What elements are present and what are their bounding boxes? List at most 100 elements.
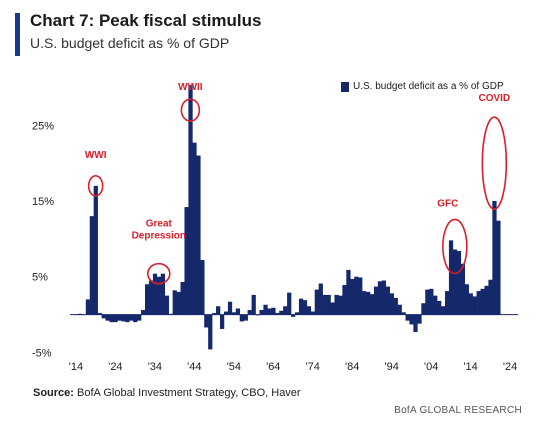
bar-1939: [172, 290, 177, 315]
y-tick-label: -5%: [32, 347, 52, 359]
bar-2002: [421, 303, 426, 315]
x-axis-ticks: '14 '24 '34 '44 '54 '64 '74 '84 '94 '04 '14 '24: [69, 361, 518, 373]
bar-1985: [354, 276, 359, 315]
bar-2010: [452, 249, 458, 315]
bar-2007: [441, 306, 446, 315]
bar-1937: [164, 295, 169, 315]
bar-1987: [362, 291, 367, 315]
bar-1962: [263, 304, 268, 315]
bar-1949: [212, 313, 217, 315]
footer-brand: BofA GLOBAL RESEARCH: [394, 405, 522, 416]
bar-1948: [208, 314, 213, 350]
bar-1931: [141, 310, 146, 315]
x-tick-label: '84: [345, 361, 359, 373]
title-accent-bar: [15, 13, 20, 56]
bar-1995: [393, 297, 398, 315]
x-tick-label: '94: [385, 361, 399, 373]
bar-1936: [160, 273, 166, 315]
annotation-label: COVID: [478, 93, 510, 104]
bar-1956: [239, 314, 244, 322]
bar-2015: [472, 296, 477, 315]
bar-1926: [121, 314, 126, 322]
annotations-group: WWI Great Depression WWII GFC COVID: [85, 82, 510, 285]
bar-1971: [298, 298, 304, 315]
bar-1922: [105, 314, 110, 321]
bar-2006: [437, 300, 442, 315]
bar-1917: [85, 299, 91, 315]
bar-2001: [417, 314, 422, 324]
bar-1970: [294, 312, 300, 315]
bar-1974: [310, 311, 316, 315]
bar-1951: [219, 314, 225, 329]
bar-1978: [326, 294, 331, 315]
bars-group: [73, 85, 501, 350]
bar-1921: [101, 314, 106, 319]
bar-1944: [192, 142, 197, 315]
bar-2014: [468, 293, 473, 315]
bar-1925: [117, 314, 122, 321]
bar-1977: [322, 294, 327, 315]
bar-1961: [259, 310, 264, 315]
annotation-circle: [87, 175, 104, 197]
bar-1963: [267, 308, 272, 315]
bar-1976: [318, 283, 323, 315]
bar-1988: [366, 291, 371, 315]
source-text: BofA Global Investment Strategy, CBO, Ha…: [77, 387, 301, 399]
x-tick-label: '14: [69, 361, 83, 373]
bar-1935: [156, 276, 162, 315]
bar-1918: [89, 216, 94, 315]
bar-1991: [377, 281, 383, 315]
annotation-circle: [481, 116, 508, 210]
bar-1979: [330, 302, 335, 315]
annotation-circle: [442, 218, 468, 275]
bar-1973: [306, 306, 312, 315]
bar-1952: [223, 311, 229, 315]
bar-1934: [152, 273, 158, 315]
chart-legend: U.S. budget deficit as a % of GDP: [341, 81, 504, 92]
bar-1967: [283, 306, 288, 315]
bar-2012: [460, 263, 466, 315]
bar-1943: [188, 85, 193, 315]
x-tick-label: '54: [227, 361, 241, 373]
bar-1992: [381, 280, 387, 315]
bar-1930: [137, 314, 142, 321]
bar-1941: [180, 282, 185, 315]
bar-2003: [425, 289, 430, 315]
bar-1958: [247, 310, 252, 315]
bar-1997: [401, 312, 406, 315]
bar-1950: [216, 306, 221, 315]
bar-1929: [133, 314, 138, 323]
bar-1965: [275, 313, 280, 315]
x-tick-label: '34: [148, 361, 162, 373]
bar-1993: [385, 286, 391, 315]
bar-1986: [358, 277, 363, 315]
bar-1945: [196, 155, 201, 315]
bar-2020: [492, 201, 497, 315]
bar-2021: [496, 220, 501, 315]
bar-1920: [97, 313, 102, 315]
legend-label: U.S. budget deficit as a % of GDP: [353, 81, 504, 92]
x-tick-label: '24: [108, 361, 122, 373]
y-tick-label: 15%: [32, 196, 54, 208]
x-tick-label: '14: [463, 361, 477, 373]
bar-1996: [397, 304, 402, 315]
source-label: Source:: [33, 387, 74, 399]
x-tick-label: '64: [266, 361, 280, 373]
bar-2009: [448, 240, 454, 315]
bar-1946: [200, 260, 205, 315]
bar-1984: [350, 278, 355, 315]
source-note: Source: BofA Global Investment Strategy,…: [33, 387, 301, 399]
bar-2000: [413, 314, 418, 332]
bar-1933: [148, 280, 154, 315]
annotation-circle: [147, 262, 171, 285]
bar-1975: [314, 289, 319, 315]
bar-1964: [271, 307, 276, 315]
annotation-label: Great Depression: [132, 219, 186, 242]
annotation-label: WWII: [178, 82, 203, 93]
bar-1983: [346, 269, 351, 315]
bar-1924: [113, 314, 118, 323]
bar-1980: [334, 294, 339, 315]
y-axis-ticks: -5% 5% 15% 25%: [32, 120, 54, 359]
bar-2011: [456, 250, 462, 315]
